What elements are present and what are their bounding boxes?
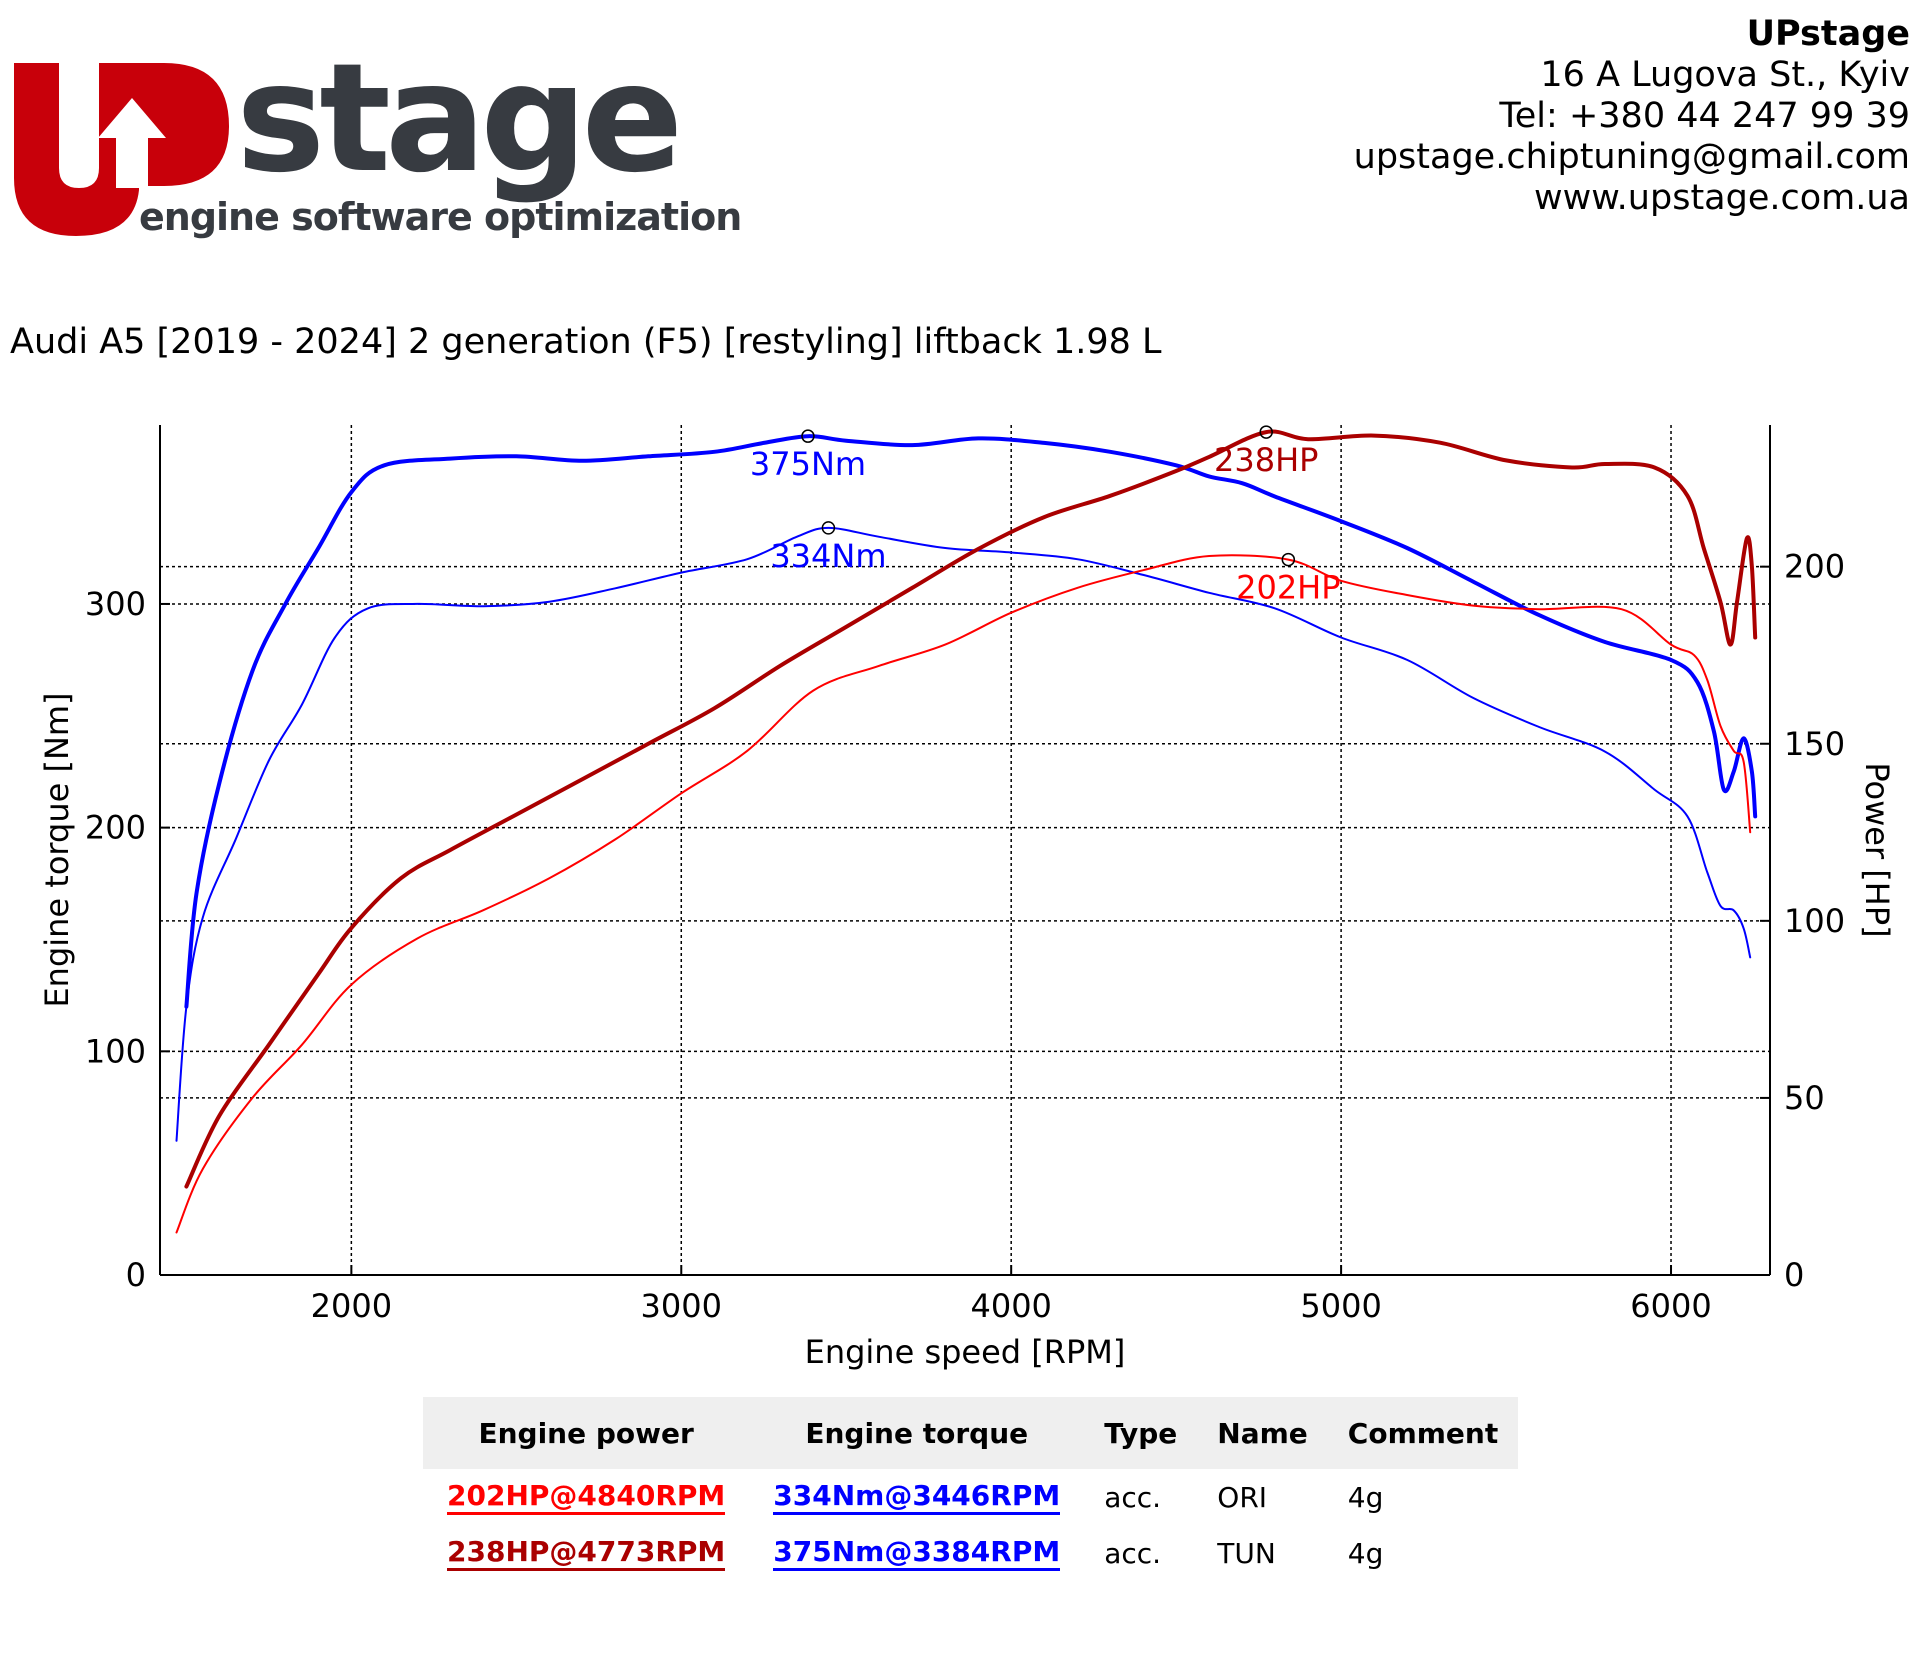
x-tick-label: 4000 xyxy=(970,1287,1051,1325)
power-value: 202HP@4840RPM xyxy=(447,1479,726,1515)
ori-torque-peak-marker xyxy=(821,521,836,535)
y-right-axis-label: Power [HP] xyxy=(1858,762,1896,937)
torque-value: 375Nm@3384RPM xyxy=(773,1535,1061,1571)
x-axis-label: Engine speed [RPM] xyxy=(805,1333,1126,1371)
company-name: UPstage xyxy=(1746,14,1910,54)
ori-power-line xyxy=(175,554,1752,1234)
table-row: 238HP@4773RPM 375Nm@3384RPM acc. TUN 4g xyxy=(423,1525,1518,1581)
tun-power-line xyxy=(184,429,1758,1189)
y-left-tick-label: 100 xyxy=(85,1032,146,1070)
contact-block: UPstage 16 A Lugova St., Kyiv Tel: +380 … xyxy=(1354,14,1910,219)
logo-tagline: engine software optimization xyxy=(139,195,741,239)
x-tick-label: 2000 xyxy=(311,1287,392,1325)
tun-torque-peak-label: 375Nm xyxy=(750,445,866,483)
type-cell: acc. xyxy=(1104,1536,1162,1570)
phone: Tel: +380 44 247 99 39 xyxy=(1499,96,1910,136)
y-right-tick-label: 200 xyxy=(1784,548,1845,586)
header-name: Name xyxy=(1197,1397,1328,1469)
y-right-tick-label: 150 xyxy=(1784,725,1845,763)
power-cell: 202HP@4840RPM xyxy=(423,1469,749,1525)
ori-power-peak-label: 202HP xyxy=(1236,569,1340,607)
y-right-tick-label: 50 xyxy=(1784,1079,1825,1117)
x-tick-label: 6000 xyxy=(1630,1287,1711,1325)
torque-value: 334Nm@3446RPM xyxy=(773,1479,1061,1515)
logo-up-arrow-icon xyxy=(98,98,166,188)
logo-wordmark: stage xyxy=(236,58,677,206)
header-type: Type xyxy=(1084,1397,1198,1469)
header-engine-power: Engine power xyxy=(423,1397,750,1469)
tun-torque-line xyxy=(184,434,1758,1009)
y-left-tick-label: 200 xyxy=(85,809,146,847)
name-cell: ORI xyxy=(1217,1480,1268,1514)
tun-power-peak-marker xyxy=(1259,425,1273,439)
comment-cell: 4g xyxy=(1347,1480,1384,1514)
y-left-tick-label: 0 xyxy=(126,1256,146,1294)
table-header-row: Engine power Engine torque Type Name Com… xyxy=(423,1397,1519,1469)
upstage-logo: stage engine software optimization xyxy=(14,32,814,243)
x-tick-label: 3000 xyxy=(641,1287,722,1325)
type-cell: acc. xyxy=(1104,1480,1162,1514)
comment-cell: 4g xyxy=(1347,1536,1384,1570)
ori-torque-peak-label: 334Nm xyxy=(770,537,886,575)
power-value: 238HP@4773RPM xyxy=(447,1535,726,1571)
name-cell: TUN xyxy=(1217,1536,1276,1570)
y-right-tick-label: 100 xyxy=(1784,902,1845,940)
ori-power-peak-marker xyxy=(1281,552,1296,567)
ori-torque-line xyxy=(175,526,1752,1142)
results-table: Engine power Engine torque Type Name Com… xyxy=(423,1397,1519,1581)
email-link[interactable]: upstage.chiptuning@gmail.com xyxy=(1353,137,1910,177)
dyno-chart: 2000 3000 4000 5000 600001002003000501001502… xyxy=(38,425,1896,1371)
header-comment: Comment xyxy=(1327,1397,1519,1469)
header-engine-torque: Engine torque xyxy=(749,1397,1085,1469)
y-right-tick-label: 0 xyxy=(1784,1256,1804,1294)
x-tick-label: 5000 xyxy=(1300,1287,1381,1325)
vehicle-title: Audi A5 [2019 - 2024] 2 generation (F5) … xyxy=(10,322,1162,362)
tun-torque-peak-marker xyxy=(801,429,815,443)
y-left-axis-label: Engine torque [Nm] xyxy=(38,692,76,1007)
y-left-tick-label: 300 xyxy=(85,585,146,623)
website-link[interactable]: www.upstage.com.ua xyxy=(1534,178,1910,218)
tun-power-peak-label: 238HP xyxy=(1214,441,1318,479)
address: 16 A Lugova St., Kyiv xyxy=(1540,55,1910,95)
torque-cell: 334Nm@3446RPM xyxy=(749,1469,1084,1525)
power-cell: 238HP@4773RPM xyxy=(423,1525,749,1581)
table-row: 202HP@4840RPM 334Nm@3446RPM acc. ORI 4g xyxy=(423,1469,1518,1525)
torque-cell: 375Nm@3384RPM xyxy=(749,1525,1084,1581)
